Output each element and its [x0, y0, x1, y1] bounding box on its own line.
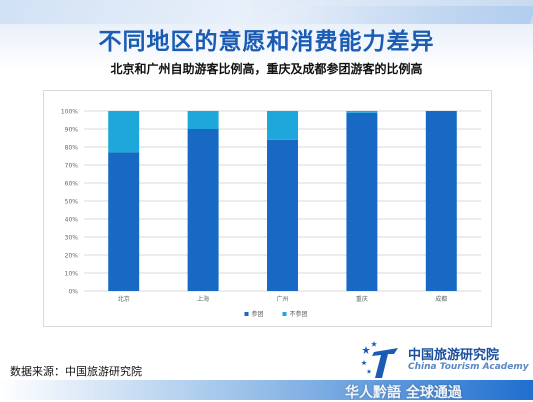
legend-label: 参团 — [252, 310, 264, 318]
x-tick-label: 重庆 — [356, 295, 368, 303]
x-tick-label: 广州 — [276, 295, 288, 303]
y-tick-label: 90% — [65, 127, 79, 134]
y-tick-label: 50% — [65, 199, 79, 206]
legend-swatch — [244, 312, 249, 316]
academy-logo: 中国旅游研究院 China Tourism Academy — [360, 338, 530, 382]
x-tick-label: 成都 — [435, 295, 447, 303]
top-ribbon — [0, 0, 533, 24]
legend-swatch — [282, 312, 287, 316]
bar-independent — [346, 111, 378, 113]
y-tick-label: 70% — [65, 163, 79, 170]
bar-group-tour — [187, 129, 219, 291]
stacked-bar-chart: 0% 10% 20% 30% 40% 50% 60% 70% 80% 90% 100% 北京 上海 广州 重… — [61, 109, 481, 318]
y-tick-label: 100% — [61, 109, 78, 116]
chart-frame: 0% 10% 20% 30% 40% 50% 60% 70% 80% 90% 100% 北京 上海 广州 重… — [43, 90, 492, 327]
y-tick-label: 40% — [65, 217, 79, 224]
slide-title: 不同地区的意愿和消费能力差异 — [98, 29, 435, 55]
y-tick-label: 10% — [65, 271, 79, 278]
bar-independent — [187, 111, 219, 129]
data-source-note: 数据来源：中国旅游研究院 — [10, 365, 142, 378]
academy-logo-icon — [361, 341, 398, 378]
watermark: 华人黔語 全球通過 — [345, 385, 462, 401]
bar-group-tour — [346, 112, 378, 291]
y-tick-label: 60% — [65, 181, 79, 188]
x-tick-label: 上海 — [197, 295, 209, 303]
legend-label: 不参团 — [290, 310, 308, 318]
y-tick-label: 0% — [68, 289, 78, 296]
bottom-gradient-bar — [0, 380, 533, 400]
legend: 参团 不参团 — [244, 310, 308, 318]
bars — [108, 111, 457, 291]
y-tick-label: 20% — [65, 253, 79, 260]
bar-group-tour — [267, 139, 298, 291]
bar-group-tour — [108, 152, 140, 291]
y-tick-label: 30% — [65, 235, 79, 242]
y-tick-label: 80% — [65, 145, 79, 152]
x-tick-label: 北京 — [118, 295, 130, 303]
logo-name-cn: 中国旅游研究院 — [408, 348, 500, 363]
logo-name-en: China Tourism Academy — [408, 362, 529, 372]
bar-independent — [267, 111, 298, 140]
bar-independent — [108, 111, 140, 153]
slide-subtitle: 北京和广州自助游客比例高，重庆及成都参团游客的比例高 — [110, 62, 423, 76]
axis-labels: 0% 10% 20% 30% 40% 50% 60% 70% 80% 90% 100% 北京 上海 广州 重… — [61, 109, 447, 304]
bar-group-tour — [425, 111, 457, 291]
